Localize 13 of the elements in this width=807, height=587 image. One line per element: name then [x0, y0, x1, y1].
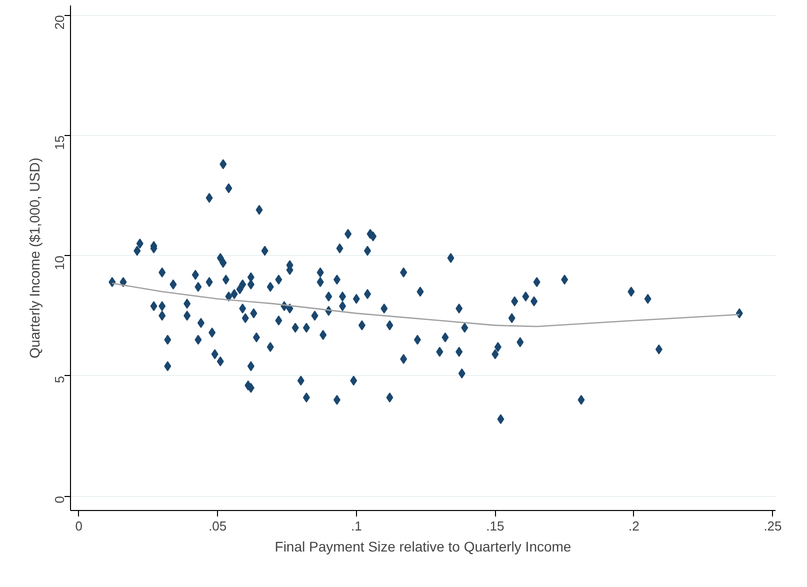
x-tick-label: .1: [350, 518, 362, 534]
y-axis-title: Quarterly Income ($1,000, USD): [26, 158, 42, 358]
x-tick-label: .25: [764, 518, 782, 534]
x-axis-title: Final Payment Size relative to Quarterly Income: [274, 538, 572, 554]
y-tick-label: 20: [52, 15, 67, 30]
y-tick-label: 5: [52, 376, 67, 384]
x-tick-label: 0: [75, 518, 82, 534]
y-tick-label: 10: [52, 256, 67, 270]
x-tick-label: .15: [486, 518, 504, 534]
y-tick-label: 0: [52, 496, 67, 504]
x-tick-label: .2: [628, 518, 640, 534]
y-tick-label: 15: [52, 135, 67, 150]
x-tick-label: .05: [208, 518, 227, 534]
